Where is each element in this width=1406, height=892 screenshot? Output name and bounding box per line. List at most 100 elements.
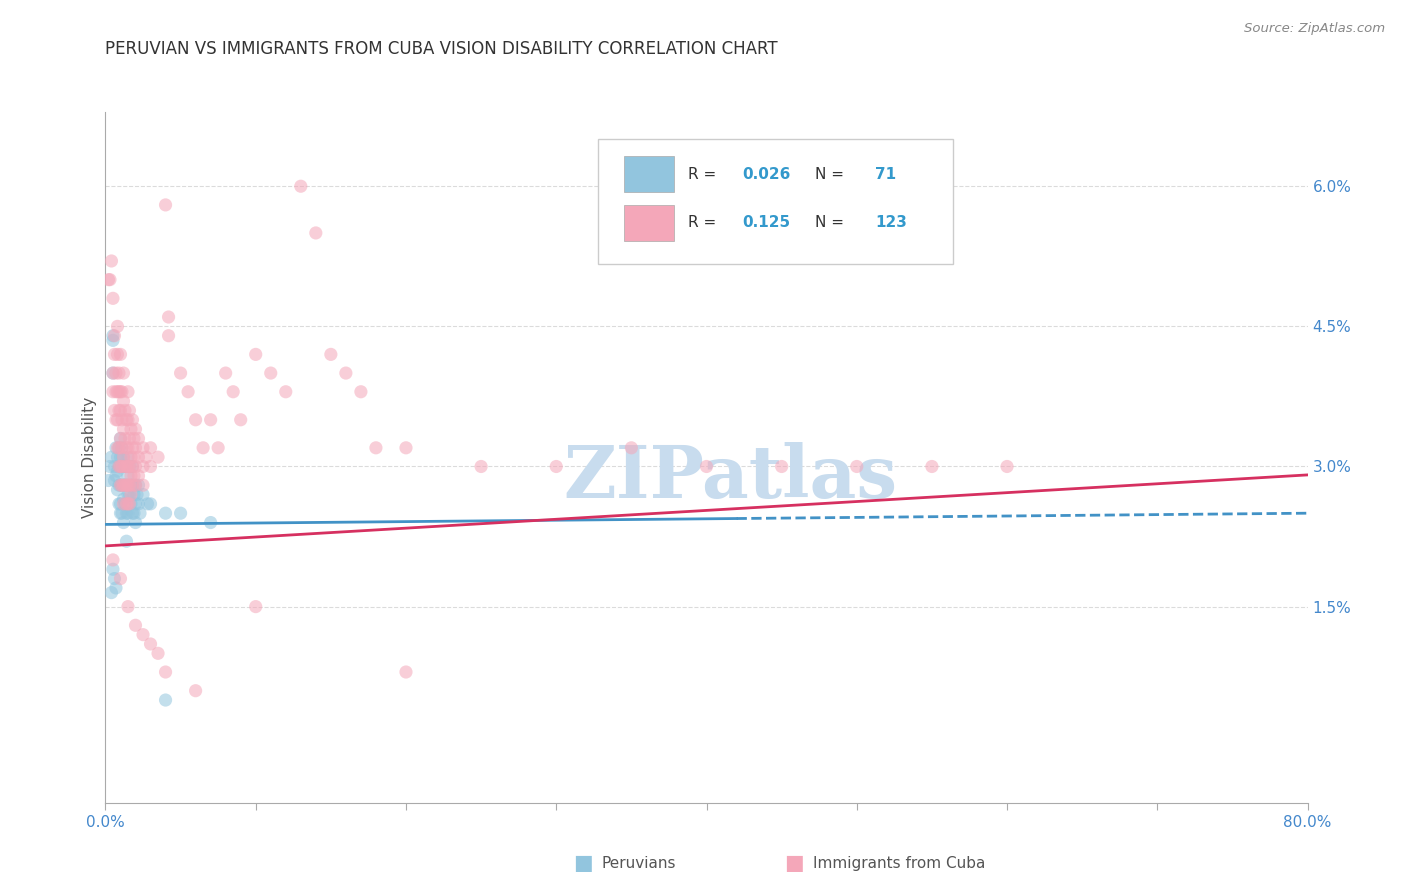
- Point: [169, 506, 191, 520]
- Point: [139, 637, 162, 651]
- Point: [122, 487, 145, 501]
- Point: [124, 618, 146, 632]
- Point: [132, 487, 155, 501]
- Point: [101, 328, 124, 343]
- Point: [129, 506, 152, 520]
- Point: [128, 432, 150, 446]
- Point: [112, 366, 135, 380]
- Point: [124, 478, 146, 492]
- Point: [335, 366, 357, 380]
- Point: [117, 441, 139, 455]
- Point: [111, 459, 134, 474]
- Point: [108, 403, 131, 417]
- Point: [117, 468, 139, 483]
- Point: [921, 459, 943, 474]
- Point: [395, 665, 418, 679]
- Point: [177, 384, 200, 399]
- Point: [110, 459, 132, 474]
- Point: [132, 478, 155, 492]
- Point: [114, 459, 136, 474]
- Point: [103, 347, 125, 361]
- Point: [770, 459, 793, 474]
- Point: [155, 665, 177, 679]
- Point: [120, 478, 142, 492]
- Point: [114, 478, 136, 492]
- Point: [132, 459, 155, 474]
- Point: [114, 478, 136, 492]
- Point: [122, 450, 145, 465]
- Point: [98, 273, 121, 287]
- Point: [155, 506, 177, 520]
- Text: 0.026: 0.026: [742, 167, 792, 182]
- Point: [115, 534, 138, 549]
- Point: [97, 273, 120, 287]
- Point: [184, 413, 207, 427]
- Point: [118, 478, 141, 492]
- Point: [108, 441, 131, 455]
- Point: [124, 516, 146, 530]
- Point: [104, 384, 127, 399]
- Point: [115, 478, 138, 492]
- Point: [120, 422, 142, 436]
- Text: 123: 123: [875, 215, 907, 230]
- Point: [122, 468, 145, 483]
- Point: [111, 441, 134, 455]
- Point: [146, 646, 169, 660]
- Point: [111, 441, 134, 455]
- Point: [107, 413, 129, 427]
- Point: [108, 478, 131, 492]
- Point: [117, 497, 139, 511]
- Point: [470, 459, 492, 474]
- Text: Immigrants from Cuba: Immigrants from Cuba: [813, 856, 986, 871]
- Point: [157, 328, 180, 343]
- Point: [103, 572, 125, 586]
- Point: [112, 497, 135, 511]
- Point: [101, 334, 124, 348]
- Point: [104, 581, 127, 595]
- Point: [135, 450, 157, 465]
- Point: [128, 497, 150, 511]
- Point: [110, 478, 132, 492]
- Point: [115, 478, 138, 492]
- Point: [124, 422, 146, 436]
- Point: [104, 366, 127, 380]
- Point: [132, 441, 155, 455]
- Text: Peruvians: Peruvians: [602, 856, 676, 871]
- Point: [108, 366, 131, 380]
- Point: [191, 441, 214, 455]
- Point: [146, 450, 169, 465]
- Point: [112, 422, 135, 436]
- Point: [120, 487, 142, 501]
- Point: [101, 291, 124, 305]
- Point: [132, 627, 155, 641]
- Point: [115, 497, 138, 511]
- Point: [112, 516, 135, 530]
- Text: N =: N =: [814, 215, 849, 230]
- Point: [122, 506, 145, 520]
- Point: [245, 599, 267, 614]
- Point: [111, 459, 134, 474]
- Point: [117, 487, 139, 501]
- Point: [184, 683, 207, 698]
- Text: ZIPatlas: ZIPatlas: [564, 442, 897, 514]
- Point: [121, 478, 143, 492]
- Text: 0.125: 0.125: [742, 215, 790, 230]
- Y-axis label: Vision Disability: Vision Disability: [82, 397, 97, 517]
- Text: Source: ZipAtlas.com: Source: ZipAtlas.com: [1244, 22, 1385, 36]
- Point: [121, 506, 143, 520]
- Point: [319, 347, 342, 361]
- Point: [169, 366, 191, 380]
- Point: [111, 478, 134, 492]
- Point: [115, 459, 138, 474]
- Point: [107, 319, 129, 334]
- Point: [117, 413, 139, 427]
- Point: [620, 441, 643, 455]
- Point: [229, 413, 252, 427]
- Point: [260, 366, 283, 380]
- FancyBboxPatch shape: [624, 156, 673, 193]
- Point: [845, 459, 868, 474]
- Point: [214, 366, 236, 380]
- Point: [120, 468, 142, 483]
- Point: [110, 450, 132, 465]
- Point: [995, 459, 1018, 474]
